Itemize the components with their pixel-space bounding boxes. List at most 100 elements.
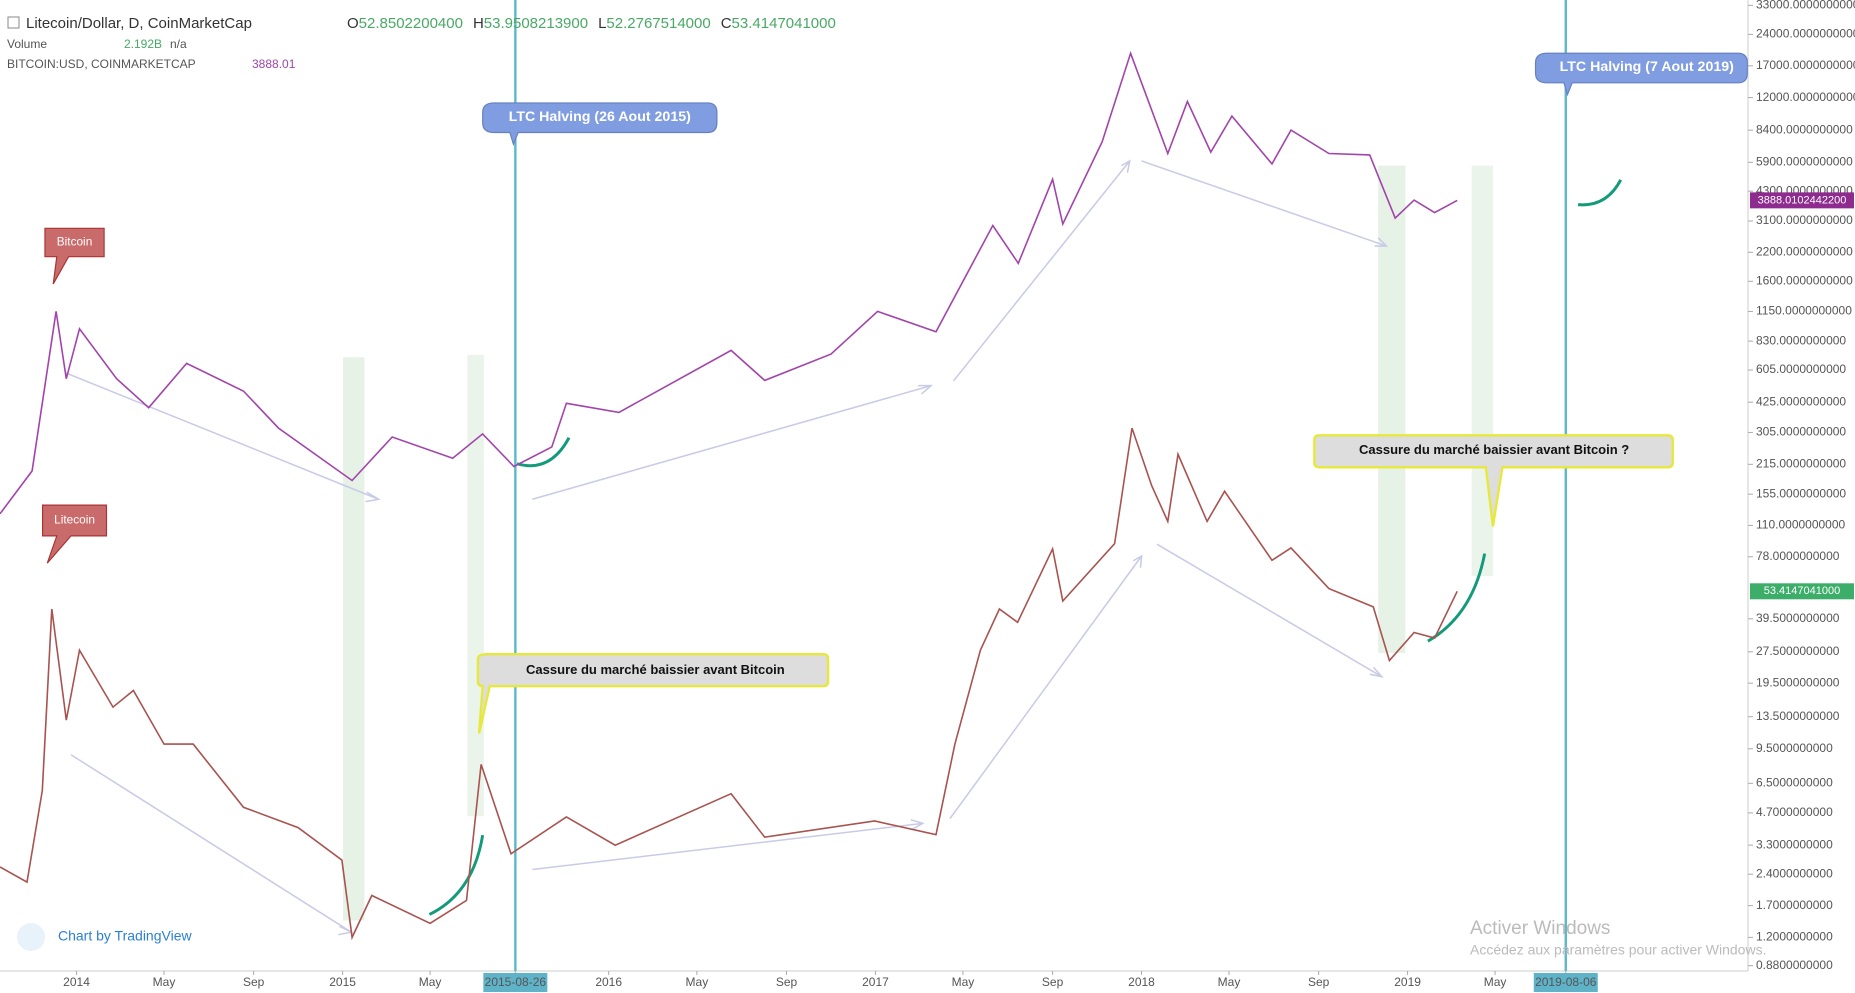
y-tick-label: 78.0000000000 — [1756, 549, 1840, 563]
ohlc-value: 53.4147041000 — [732, 15, 836, 32]
volume-name: Volume — [7, 37, 47, 51]
x-tick-label: 2016 — [595, 975, 622, 989]
y-tick-label: 3100.0000000000 — [1756, 213, 1853, 227]
arrow — [952, 159, 1131, 382]
ohlc-label: O — [347, 15, 359, 32]
x-tick-label: 2014 — [63, 975, 90, 989]
x-tick-label: 2015 — [329, 975, 356, 989]
y-tick-label: 19.5000000000 — [1756, 675, 1840, 689]
x-tick-label: May — [1218, 975, 1241, 989]
y-tick-label: 1600.0000000000 — [1756, 273, 1853, 287]
last-price-box — [1750, 192, 1854, 209]
x-tick-highlight — [483, 973, 548, 992]
arrow — [1156, 543, 1384, 678]
y-tick-label: 305.0000000000 — [1756, 425, 1846, 439]
highlight-zone — [343, 357, 365, 921]
y-tick-label: 2.4000000000 — [1756, 866, 1833, 880]
ohlc-value: 52.2767514000 — [606, 15, 710, 32]
y-tick-label: 39.5000000000 — [1756, 611, 1840, 625]
curves — [428, 179, 1623, 916]
highlight-zone — [467, 354, 484, 817]
watermark-title: Activer Windows — [1470, 918, 1610, 939]
y-tick-label: 3.3000000000 — [1756, 837, 1833, 851]
y-tick-label: 12000.0000000000 — [1756, 90, 1855, 104]
ohlc-label: H — [473, 15, 484, 32]
x-tick-label: 2015-08-26 — [485, 975, 547, 989]
x-tick-label: Sep — [1042, 975, 1064, 989]
y-tick-label: 215.0000000000 — [1756, 456, 1846, 470]
y-tick-label: 6.5000000000 — [1756, 776, 1833, 790]
plot — [0, 0, 1567, 971]
curve — [516, 437, 571, 468]
callout-box — [41, 504, 108, 564]
callout-box — [482, 102, 718, 147]
last-price-label: 53.4147041000 — [1764, 585, 1840, 597]
y-tick-label: 13.5000000000 — [1756, 709, 1840, 723]
ohlc-value: 53.9508213900 — [484, 15, 588, 32]
callout-text: Cassure du marché baissier avant Bitcoin… — [1359, 442, 1629, 457]
callout-box — [1534, 52, 1748, 97]
callout-box — [1313, 434, 1674, 527]
x-tick-highlight — [1533, 973, 1598, 992]
x-tick-label: May — [952, 975, 975, 989]
last-price-label: 3888.0102442200 — [1758, 194, 1847, 206]
ohlc-value: 52.8502200400 — [359, 15, 463, 32]
curve — [1577, 179, 1623, 207]
y-tick-label: 2200.0000000000 — [1756, 244, 1853, 258]
curve — [1427, 553, 1487, 643]
y-tick-label: 155.0000000000 — [1756, 486, 1846, 500]
y-tick-label: 1150.0000000000 — [1756, 304, 1852, 318]
ohlc-label: L — [598, 15, 606, 32]
y-tick-label: 5900.0000000000 — [1756, 155, 1853, 169]
callout-text: Cassure du marché baissier avant Bitcoin — [526, 662, 785, 677]
last-price-box — [1750, 583, 1854, 600]
brand-logo[interactable] — [17, 923, 45, 951]
x-tick-label: 2019-08-06 — [1535, 975, 1597, 989]
arrow — [949, 554, 1143, 820]
y-tick-label: 830.0000000000 — [1756, 333, 1846, 347]
collapse-icon[interactable] — [7, 16, 20, 29]
x-tick-label: May — [153, 975, 176, 989]
brand[interactable]: Chart by TradingView — [58, 928, 192, 944]
y-tick-label: 17000.0000000000 — [1756, 58, 1855, 72]
x-tick-label: May — [419, 975, 442, 989]
overlay-value: 3888.01 — [252, 57, 296, 71]
callout-box — [476, 653, 830, 734]
legend: Litecoin/Dollar, D, CoinMarketCap O52.85… — [7, 15, 836, 71]
volume-value: 2.192B — [124, 37, 162, 51]
watermark-text: Accédez aux paramètres pour activer Wind… — [1470, 942, 1766, 958]
y-tick-label: 0.8800000000 — [1756, 958, 1833, 972]
y-tick-label: 605.0000000000 — [1756, 362, 1846, 376]
y-tick-label: 4.7000000000 — [1756, 805, 1833, 819]
callout-text: Bitcoin — [57, 235, 93, 249]
callout-text: LTC Halving (7 Aout 2019) — [1560, 59, 1734, 75]
x-tick-label: May — [686, 975, 709, 989]
highlight-zone — [1471, 165, 1493, 577]
ohlc: O52.8502200400 H53.9508213900 L52.27675140… — [347, 15, 836, 32]
arrow — [1141, 160, 1389, 247]
y-tick-label: 27.5000000000 — [1756, 644, 1840, 658]
arrow — [64, 371, 381, 503]
y-tick-label: 1.2000000000 — [1756, 930, 1833, 944]
series-line — [0, 427, 1458, 941]
y-tick-label: 425.0000000000 — [1756, 394, 1846, 408]
x-tick-label: Sep — [1308, 975, 1330, 989]
y-tick-label: 110.0000000000 — [1756, 518, 1846, 532]
curve — [428, 834, 485, 916]
highlight-zone — [1378, 165, 1406, 654]
x-tick-label: Sep — [243, 975, 265, 989]
x-tick-label: 2019 — [1394, 975, 1421, 989]
arrow — [532, 819, 925, 871]
y-tick-label: 24000.0000000000 — [1756, 27, 1855, 41]
callouts: Bitcoin Litecoin LTC Halving (26 Aout 20… — [41, 52, 1748, 734]
arrow — [532, 384, 934, 500]
overlay-name: BITCOIN:USD, COINMARKETCAP — [7, 57, 196, 71]
x-tick-label: Sep — [776, 975, 798, 989]
ohlc-label: C — [721, 15, 732, 32]
callout-box — [44, 227, 105, 285]
symbol: Litecoin/Dollar, D, CoinMarketCap — [26, 15, 252, 32]
y-tick-label: 33000.0000000000 — [1756, 0, 1855, 12]
y-tick-label: 1.7000000000 — [1756, 898, 1833, 912]
